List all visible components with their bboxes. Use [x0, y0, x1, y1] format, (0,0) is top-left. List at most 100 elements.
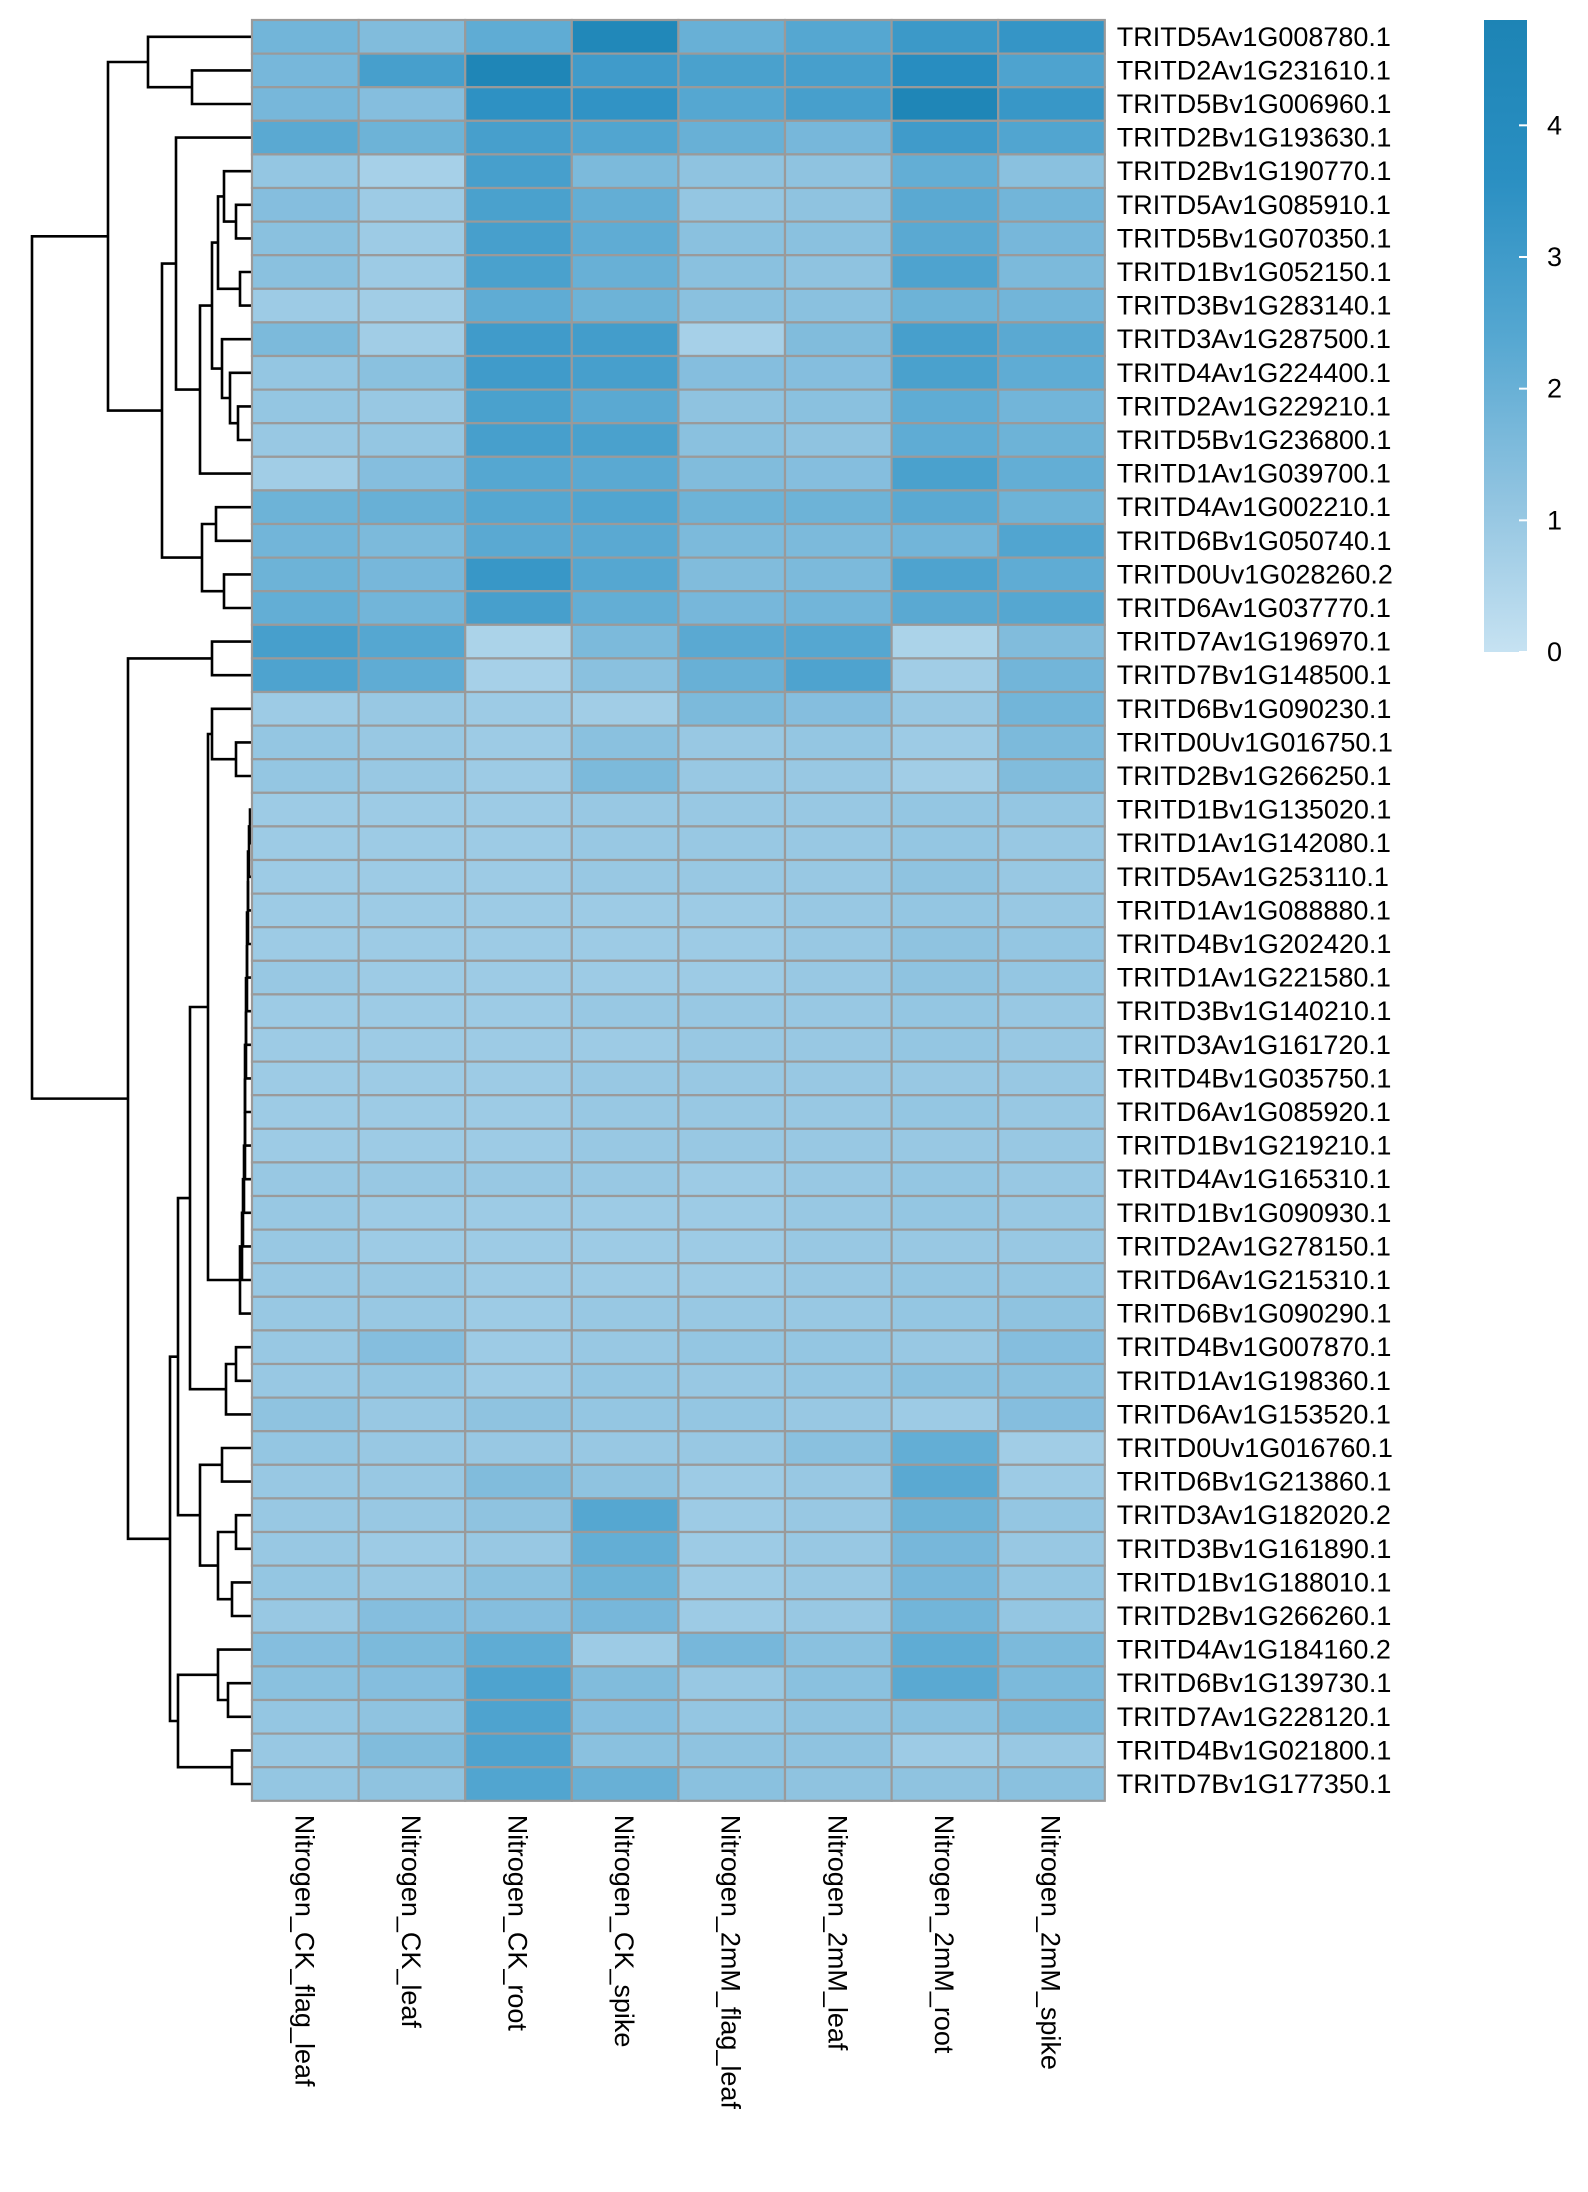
- heatmap-cell: [677, 825, 787, 862]
- heatmap-cell: [997, 993, 1106, 1030]
- heatmap-cell: [250, 1161, 360, 1198]
- heatmap-cell: [570, 1530, 680, 1567]
- heatmap-cell: [677, 690, 787, 727]
- heatmap-cell: [357, 1564, 467, 1601]
- row-label: TRITD2Av1G229210.1: [1117, 391, 1391, 421]
- heatmap-cell: [890, 1094, 1000, 1130]
- heatmap-cell: [997, 1329, 1106, 1366]
- heatmap-cell: [890, 1026, 1000, 1063]
- heatmap-cell: [464, 993, 573, 1030]
- heatmap-cell: [357, 1631, 467, 1668]
- heatmap-cell: [250, 1295, 360, 1332]
- heatmap-cell: [890, 1127, 1000, 1164]
- legend-ticks: 0 1 2 3 4: [1519, 110, 1562, 667]
- heatmap-cell: [783, 1329, 893, 1366]
- heatmap-cell: [783, 1127, 893, 1164]
- heatmap-cell: [250, 455, 360, 492]
- heatmap-cell: [890, 657, 1000, 694]
- heatmap-cell: [890, 1665, 1000, 1702]
- heatmap-cell: [783, 489, 893, 526]
- heatmap-cell: [890, 354, 1000, 391]
- heatmap-cell: [357, 220, 467, 257]
- heatmap-cell: [997, 1530, 1106, 1567]
- heatmap-cell: [464, 1026, 573, 1063]
- heatmap-cell: [890, 1732, 1000, 1769]
- heatmap-cell: [890, 287, 1000, 324]
- heatmap-cell: [677, 926, 787, 962]
- heatmap-cell: [783, 1430, 893, 1466]
- heatmap-cell: [464, 1497, 573, 1534]
- row-label: TRITD1Av1G142080.1: [1117, 828, 1391, 858]
- dendrogram-branch: [228, 371, 252, 425]
- heatmap-cell: [570, 1396, 680, 1433]
- heatmap-cell: [570, 657, 680, 694]
- heatmap-cell: [783, 354, 893, 391]
- heatmap-cell: [997, 1497, 1106, 1534]
- heatmap-cell: [890, 1060, 1000, 1097]
- heatmap-cell: [357, 791, 467, 828]
- row-label: TRITD4Av1G184160.2: [1117, 1635, 1391, 1665]
- heatmap-cell: [783, 1564, 893, 1601]
- heatmap-cell: [677, 119, 787, 156]
- heatmap-cell: [890, 86, 1000, 122]
- heatmap-cell: [890, 825, 1000, 862]
- heatmap-cell: [997, 1665, 1106, 1702]
- heatmap-cell: [464, 926, 573, 962]
- heatmap-cell: [570, 1698, 680, 1735]
- heatmap-cell: [464, 119, 573, 156]
- heatmap-cell: [570, 1564, 680, 1601]
- heatmap-cell: [783, 1262, 893, 1298]
- heatmap-cell: [250, 690, 360, 727]
- heatmap-cell: [997, 724, 1106, 761]
- heatmap-cell: [997, 388, 1106, 425]
- heatmap-cell: [250, 86, 360, 122]
- row-label: TRITD6Av1G037770.1: [1117, 593, 1391, 623]
- heatmap-cell: [890, 1194, 1000, 1231]
- legend-tick-label: 0: [1547, 637, 1562, 667]
- legend-tick-label: 4: [1547, 110, 1562, 140]
- heatmap-cell: [250, 354, 360, 391]
- heatmap-cell: [570, 1329, 680, 1366]
- heatmap-cell: [997, 1262, 1106, 1298]
- heatmap-cell: [357, 1194, 467, 1231]
- heatmap-cell: [783, 1228, 893, 1265]
- row-label: TRITD3Av1G182020.2: [1117, 1500, 1391, 1530]
- heatmap-cell: [250, 321, 360, 358]
- dendrogram-branch: [243, 1043, 252, 1114]
- heatmap-cell: [570, 1127, 680, 1164]
- heatmap-cell: [570, 623, 680, 660]
- heatmap-cell: [890, 690, 1000, 727]
- heatmap-cell: [357, 489, 467, 526]
- dendrogram-branch: [176, 1673, 232, 1769]
- heatmap-cell: [677, 993, 787, 1030]
- row-label: TRITD3Av1G287500.1: [1117, 324, 1391, 354]
- heatmap-cell: [783, 623, 893, 660]
- row-label: TRITD2Bv1G193630.1: [1117, 123, 1392, 153]
- heatmap-cell: [677, 1564, 787, 1601]
- heatmap-cell: [357, 1295, 467, 1332]
- row-label: TRITD5Bv1G070350.1: [1117, 223, 1392, 253]
- heatmap-cell: [570, 186, 680, 223]
- heatmap-cell: [357, 1396, 467, 1433]
- heatmap-cell: [783, 321, 893, 358]
- heatmap-cell: [890, 926, 1000, 962]
- row-label: TRITD1Bv1G052150.1: [1117, 257, 1392, 287]
- dendrogram-branch: [214, 505, 252, 543]
- heatmap-cell: [783, 1631, 893, 1668]
- heatmap-cell: [357, 556, 467, 593]
- heatmap-cell: [570, 858, 680, 895]
- heatmap-cell: [677, 1732, 787, 1769]
- heatmap-cell: [997, 86, 1106, 122]
- heatmap-cell: [250, 52, 360, 89]
- heatmap-cell: [570, 690, 680, 727]
- heatmap-cell: [997, 455, 1106, 492]
- heatmap-cell: [997, 1127, 1106, 1164]
- row-label: TRITD2Bv1G266260.1: [1117, 1601, 1392, 1631]
- heatmap-cell: [357, 1026, 467, 1063]
- dendrogram-branch: [226, 1681, 252, 1719]
- heatmap-cell: [570, 959, 680, 996]
- heatmap-cell: [464, 287, 573, 324]
- heatmap-cell: [677, 959, 787, 996]
- heatmap-cell: [250, 892, 360, 929]
- heatmap-cell: [677, 52, 787, 89]
